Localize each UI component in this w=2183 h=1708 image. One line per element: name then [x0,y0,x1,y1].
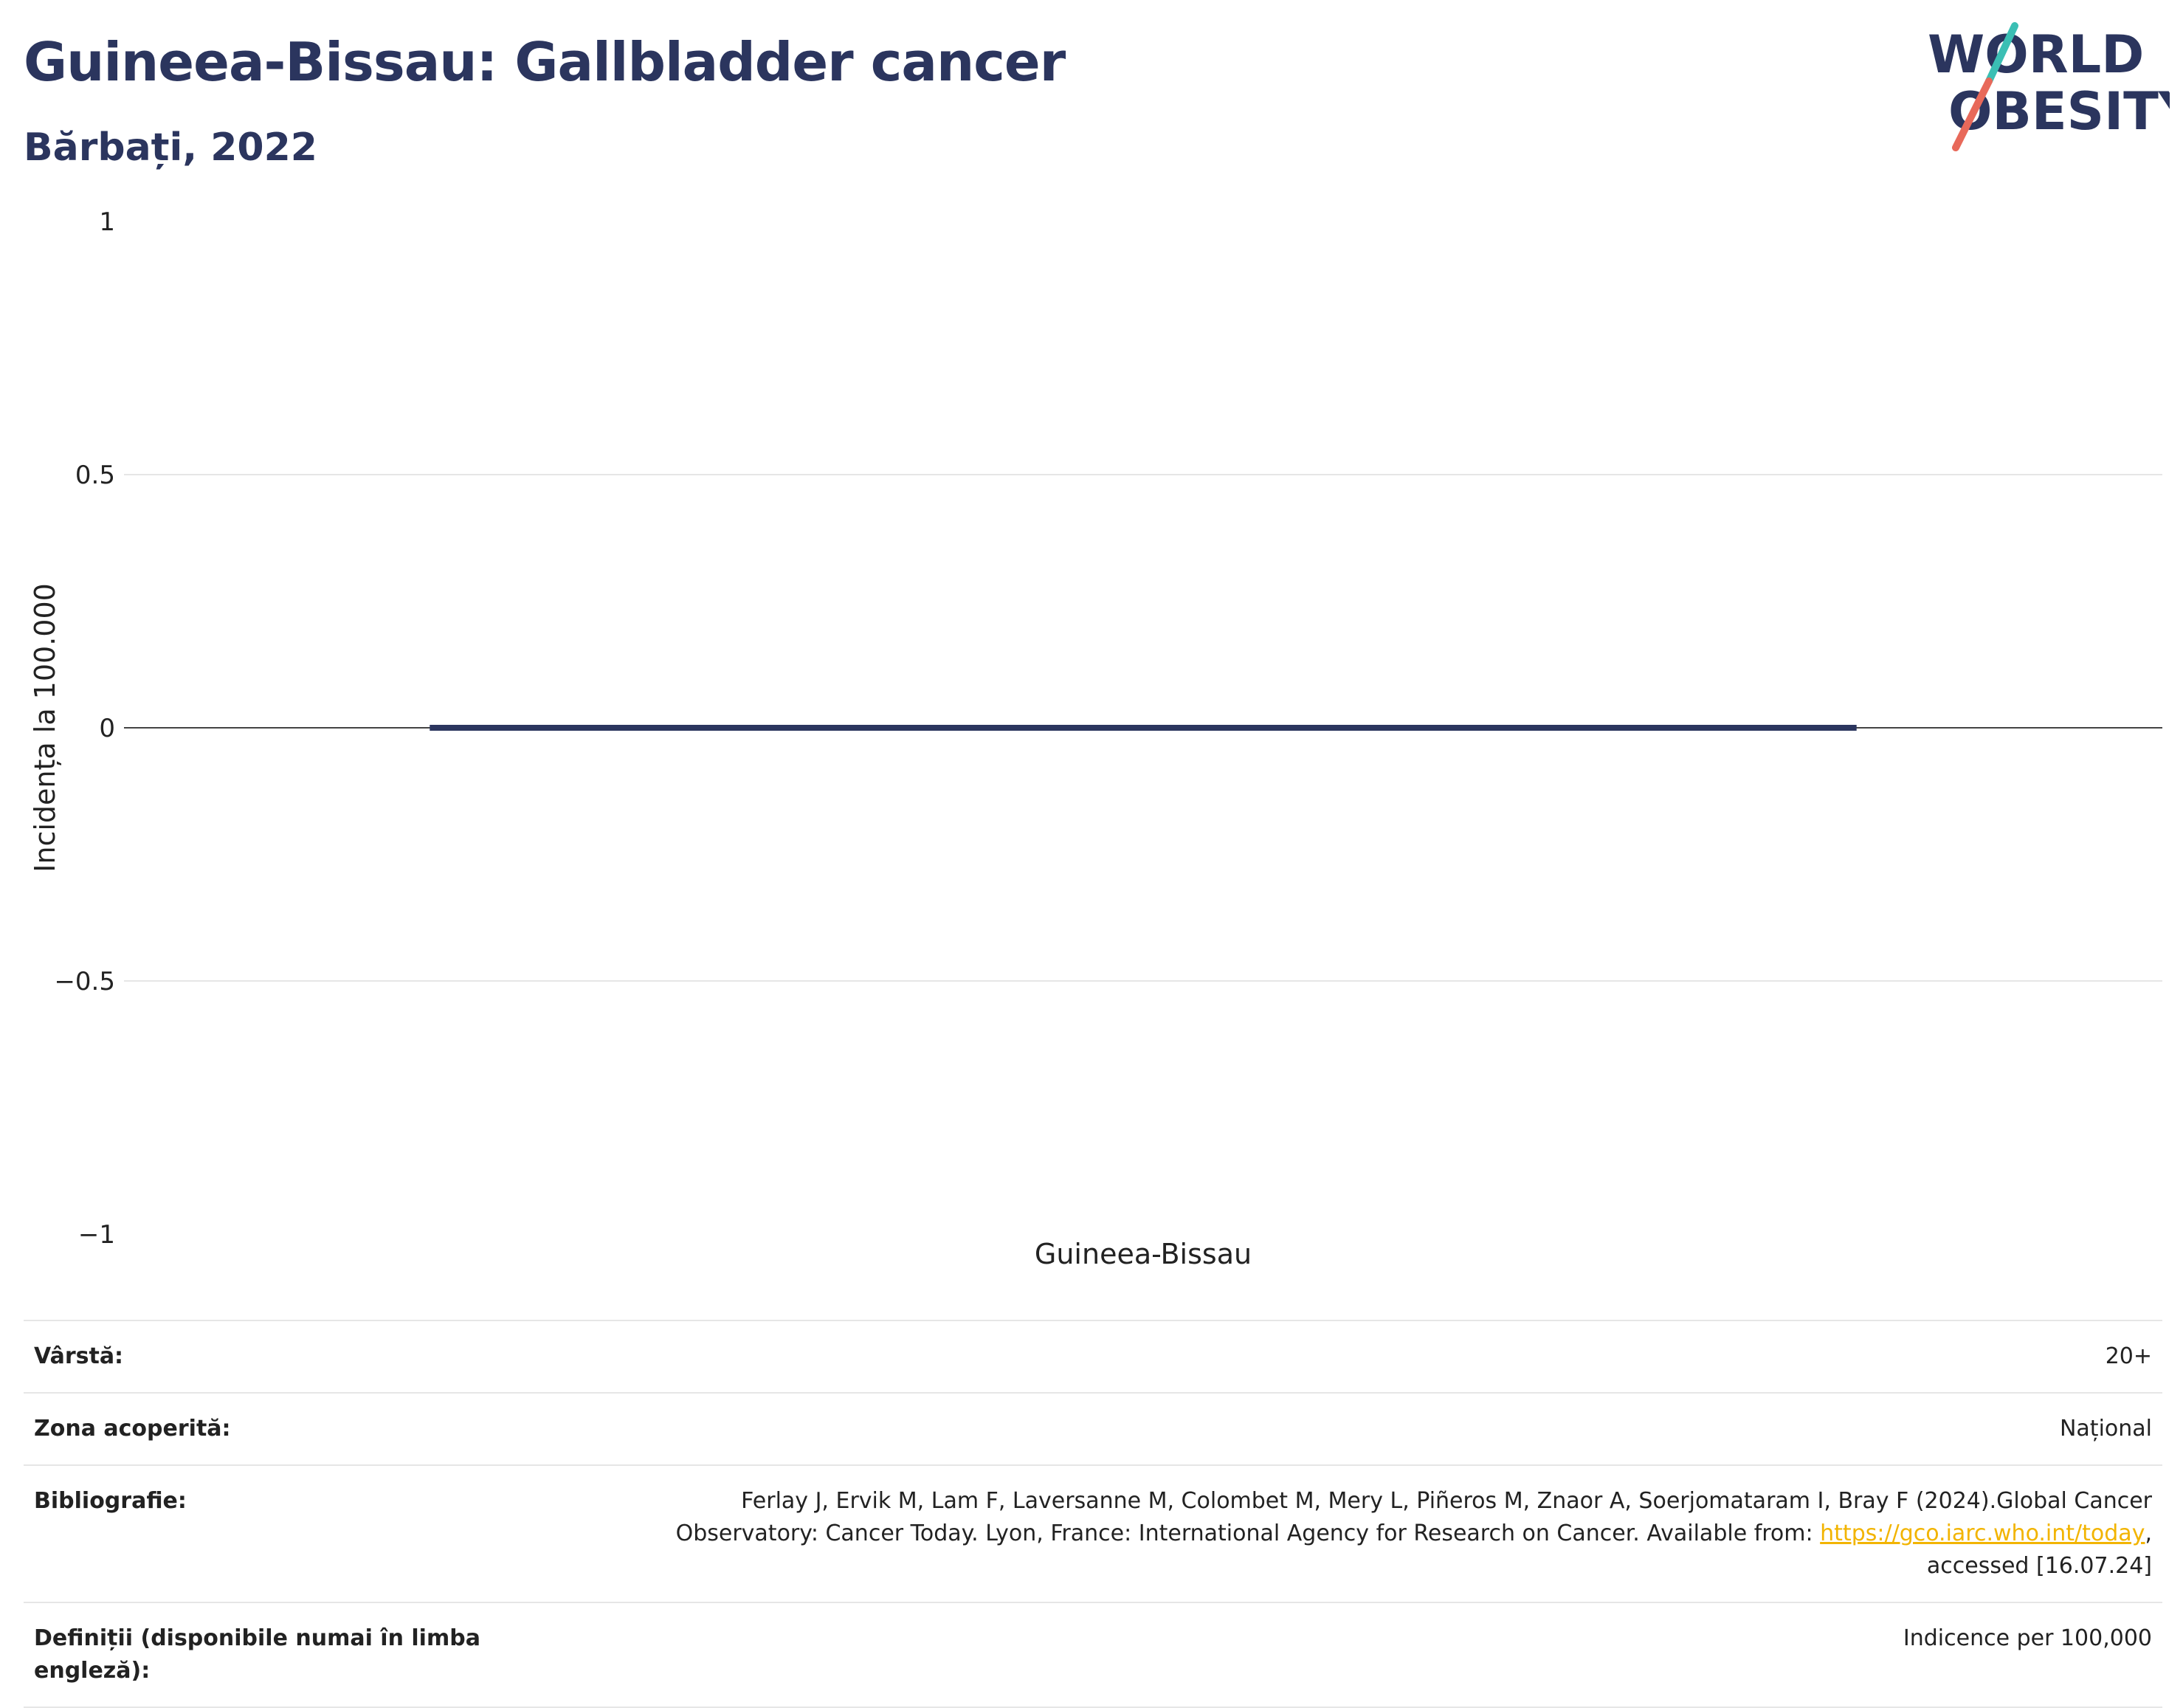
x-tick-label: Guineea-Bissau [1035,1238,1252,1270]
info-key-coverage: Zona acoperită: [34,1416,231,1442]
info-value-definitions: Indicence per 100,000 [1903,1625,2152,1651]
y-axis-ticks: 1 0.5 0 −0.5 −1 [54,207,115,1250]
logo-slash-bottom [1952,78,1993,151]
bars [430,725,1857,731]
bibliography-line-2-end: , [2145,1521,2152,1546]
info-row-age: Vârstă: 20+ [24,1320,2162,1393]
y-axis-title: Incidența la 100.000 [29,583,61,872]
info-row-definitions: Definiții (disponibile numai în limba en… [24,1602,2162,1707]
info-key-bibliography: Bibliografie: [34,1488,187,1514]
y-tick-label: −0.5 [54,967,115,996]
y-tick-label: 0 [99,714,115,743]
info-value-coverage: Național [2059,1416,2152,1442]
bar[interactable] [430,725,1857,731]
world-obesity-logo: WORLD OBESITY [1928,22,2170,151]
logo-line-1: WORLD [1928,24,2144,85]
info-value-age: 20+ [2105,1343,2152,1369]
x-axis-ticks: Guineea-Bissau [1035,1238,1252,1270]
bibliography-line-3: accessed [16.07.24] [1926,1553,2152,1579]
gco-link[interactable]: https://gco.iarc.who.int/today [1820,1521,2145,1546]
info-row-bibliography: Bibliografie: Ferlay J, Ervik M, Lam F, … [24,1465,2162,1602]
bar-chart: 1 0.5 0 −0.5 −1 Guineea-Bissau Incidența la … [29,207,2162,1270]
info-key-age: Vârstă: [34,1343,124,1369]
page-title: Guineea-Bissau: Gallbladder cancer [24,31,1066,93]
logo-slash-top [1985,22,2018,85]
info-table: Vârstă: 20+ Zona acoperită: Național Bib… [24,1320,2162,1708]
bibliography-line-2: Observatory: Cancer Today. Lyon, France:… [675,1521,1821,1546]
info-value-bibliography: Ferlay J, Ervik M, Lam F, Laversanne M, … [517,1465,2162,1602]
bibliography-line-1: Ferlay J, Ervik M, Lam F, Laversanne M, … [741,1488,2152,1514]
page-subtitle: Bărbați, 2022 [24,125,317,170]
y-tick-label: 1 [99,207,115,237]
info-key-definitions: Definiții (disponibile numai în limba en… [34,1625,480,1684]
y-tick-label: −1 [78,1220,115,1250]
info-row-coverage: Zona acoperită: Național [24,1393,2162,1465]
y-tick-label: 0.5 [75,461,115,490]
